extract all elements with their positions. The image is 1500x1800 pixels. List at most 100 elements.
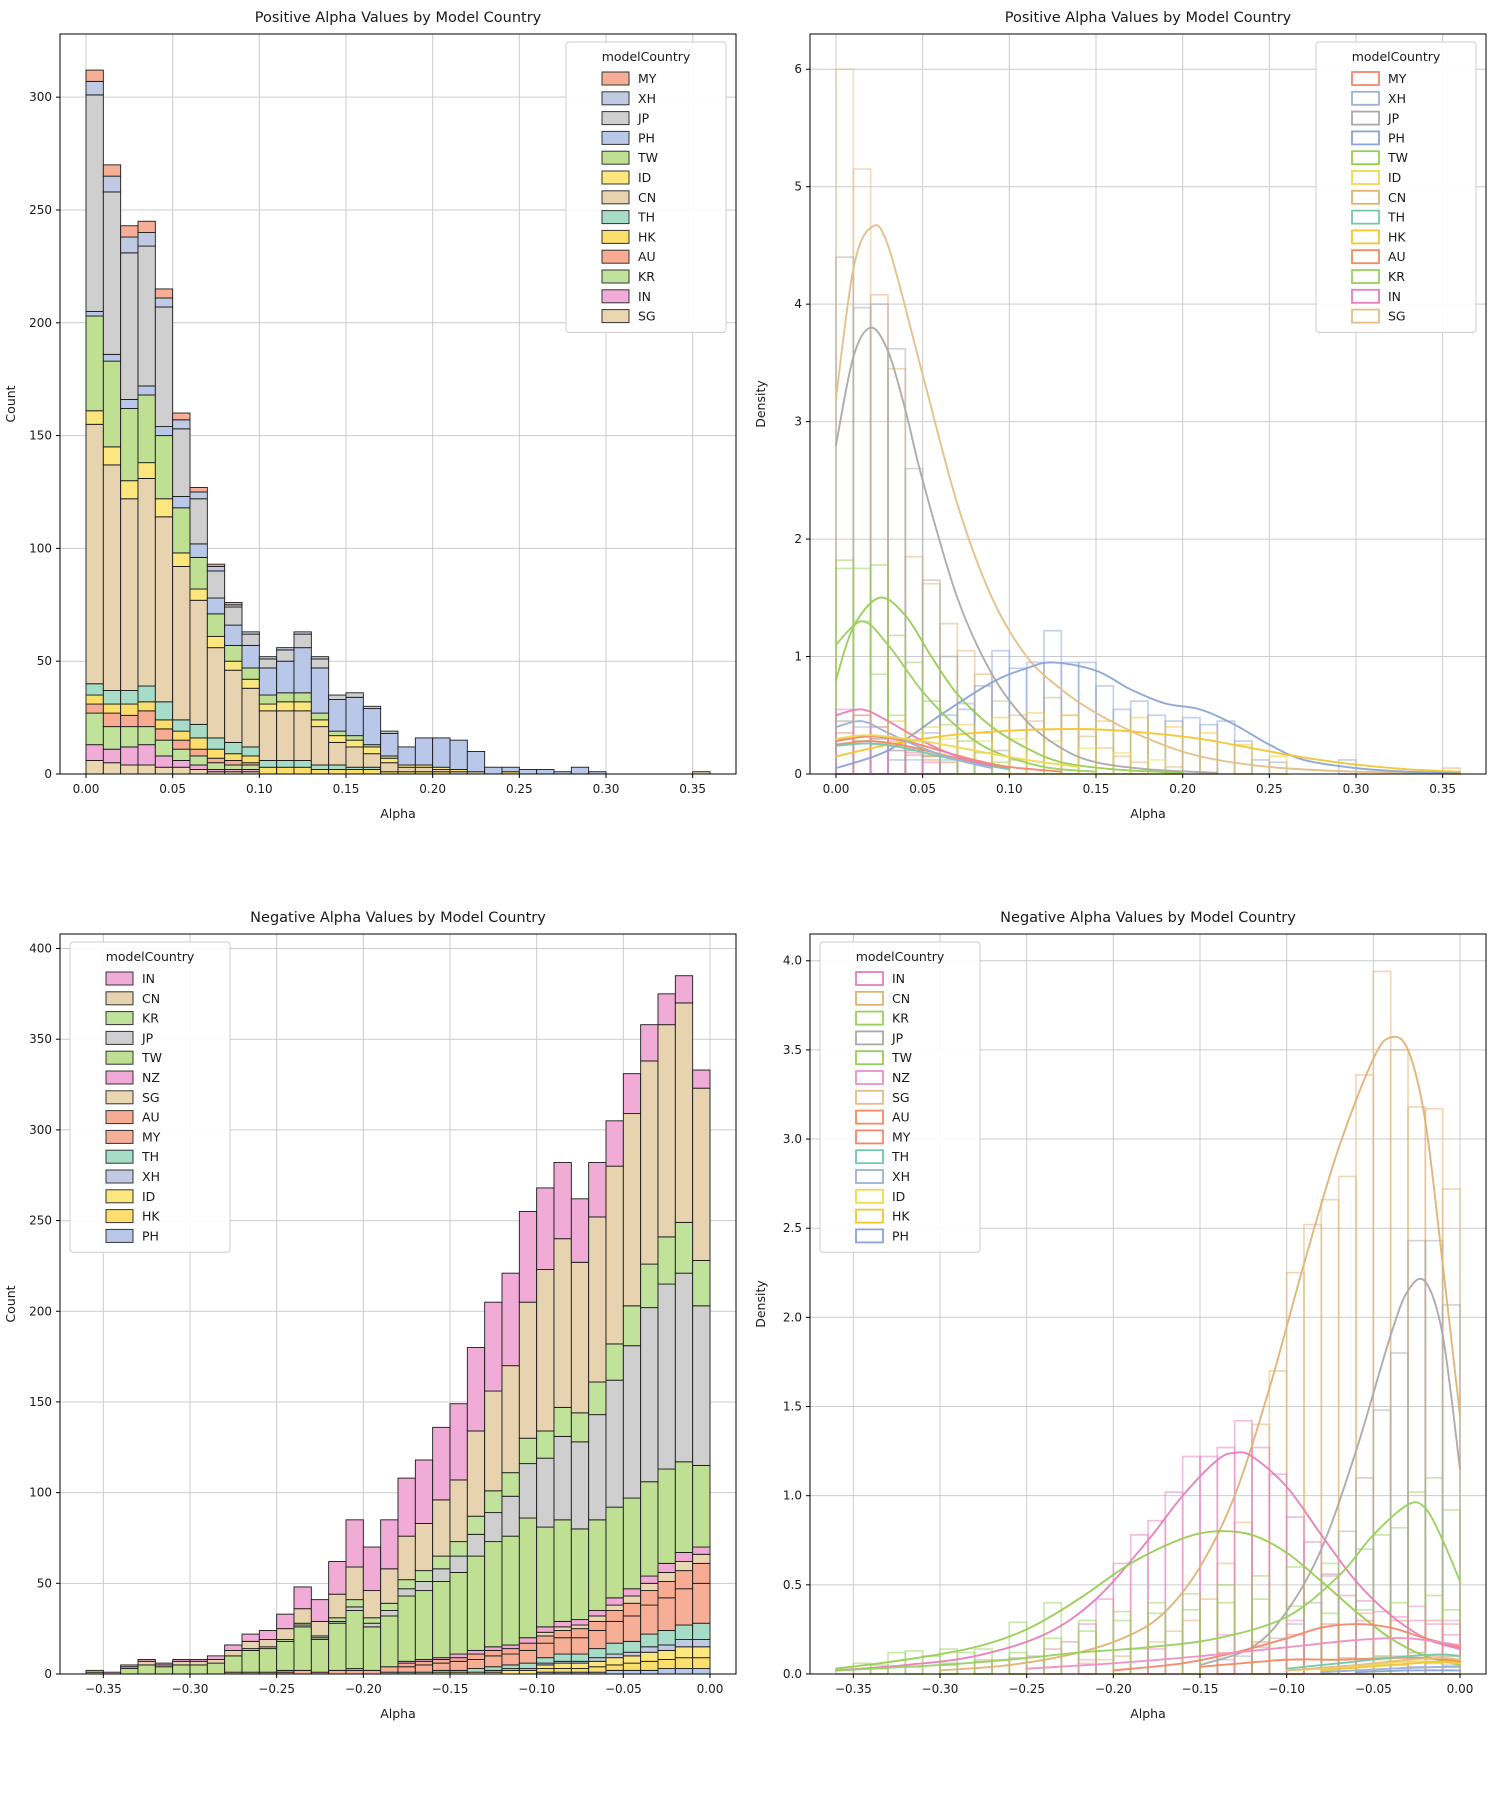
bar-segment-PH — [484, 766, 503, 775]
legend-label-HK: HK — [1388, 229, 1406, 244]
bar-segment-KR — [553, 1406, 572, 1437]
svg-text:−0.20: −0.20 — [1095, 1682, 1132, 1696]
bar-segment-TW — [466, 1555, 486, 1651]
bar-segment-TH — [293, 760, 312, 768]
legend-swatch-XH — [855, 1169, 884, 1184]
bar-segment-AU — [657, 1581, 676, 1599]
bar-segment-PH — [224, 624, 243, 646]
bar-segment-TH — [570, 1653, 590, 1662]
svg-text:−0.30: −0.30 — [922, 1682, 959, 1696]
bar-segment-TW — [692, 1464, 711, 1548]
bar-segment-TH — [120, 690, 139, 705]
bar-segment-HK — [258, 766, 278, 775]
legend-swatch-TW — [855, 1050, 884, 1066]
bar-segment-ID — [310, 719, 330, 728]
bar-segment-CN — [258, 1639, 278, 1648]
svg-text:0.00: 0.00 — [697, 1682, 724, 1696]
bar-segment-MY — [328, 1669, 347, 1675]
svg-text:2: 2 — [794, 532, 802, 546]
svg-text:6: 6 — [794, 62, 802, 76]
bar-segment-KR — [206, 762, 226, 770]
legend-label-JP: JP — [141, 1030, 154, 1045]
kde-curve-ID — [835, 734, 1080, 768]
bar-segment-JP — [120, 252, 139, 400]
bar-segment-CN — [345, 1566, 364, 1601]
bar-segment-KR — [102, 726, 122, 750]
bar-segment-AU — [449, 1657, 468, 1662]
bar-segment-ID — [518, 1669, 538, 1675]
bar-segment-AU — [120, 714, 139, 728]
svg-text:0.25: 0.25 — [506, 782, 533, 796]
bar-segment-TH — [310, 764, 330, 770]
bar-segment-ID — [189, 588, 208, 601]
legend-label-IN: IN — [1388, 289, 1401, 304]
bar-segment-JP — [484, 1512, 503, 1543]
bar-segment-TW — [172, 1664, 191, 1675]
bar-segment-MY — [501, 1653, 520, 1666]
legend-label-TH: TH — [141, 1149, 159, 1164]
bar-segment-JP — [553, 1435, 572, 1521]
bar-segment-TH — [189, 723, 208, 739]
kde-curve-XH — [835, 720, 993, 770]
bar-segment-JP — [172, 428, 191, 497]
plot-area — [85, 69, 711, 775]
bar-segment-IN — [120, 746, 139, 766]
bar-segment-NZ — [501, 1644, 520, 1650]
bar-segment-SG — [588, 1615, 607, 1622]
bar-segment-KR — [674, 1221, 694, 1274]
bar-segment-TW — [397, 1595, 416, 1662]
bar-segment-ID — [258, 703, 278, 712]
bar-segment-XH — [120, 236, 139, 254]
bar-segment-HK — [657, 1659, 676, 1670]
svg-text:150: 150 — [29, 1395, 52, 1409]
bar-segment-CN — [553, 1238, 572, 1408]
bar-segment-KR — [570, 1412, 590, 1443]
bar-segment-PH — [102, 353, 122, 362]
bar-segment-CN — [622, 1113, 642, 1307]
subplot-positive-density: 0.00 0.05 0.10 0.15 0.20 0.25 0.30 0.35 0 1 2 3 4 5 6 A… — [750, 0, 1500, 900]
svg-text:0.00: 0.00 — [1447, 1682, 1474, 1696]
svg-text:0.20: 0.20 — [419, 782, 446, 796]
legend-swatch-IN — [855, 971, 884, 986]
chart-title: Negative Alpha Values by Model Country — [1000, 910, 1296, 926]
bar-segment-SG — [137, 764, 156, 775]
svg-text:−0.25: −0.25 — [1008, 1682, 1045, 1696]
bar-segment-NZ — [622, 1588, 642, 1597]
bar-segment-ID — [657, 1649, 676, 1660]
legend-swatch-TH — [105, 1149, 134, 1164]
bar-segment-TW — [206, 1662, 226, 1675]
bar-segment-MY — [484, 1655, 503, 1668]
bar-segment-ID — [224, 660, 243, 671]
svg-text:0: 0 — [794, 767, 802, 781]
bar-segment-PH — [536, 769, 555, 775]
bar-segment-CN — [432, 1499, 451, 1557]
legend-label-JP: JP — [637, 111, 650, 126]
bar-segment-AU — [501, 1648, 520, 1655]
bar-segment-HK — [224, 753, 243, 761]
legend-label-CN: CN — [142, 991, 160, 1006]
svg-text:3.0: 3.0 — [783, 1132, 802, 1146]
x-axis-label: Alpha — [1130, 806, 1166, 821]
svg-text:0.05: 0.05 — [909, 782, 936, 796]
bar-segment-ID — [640, 1651, 659, 1662]
bar-segment-CN — [310, 726, 330, 766]
bar-segment-JP — [276, 649, 295, 662]
bar-segment-MY — [518, 1649, 538, 1664]
bar-segment-XH — [137, 232, 156, 247]
bar-segment-IN — [154, 755, 174, 768]
svg-text:100: 100 — [29, 1486, 52, 1500]
svg-text:150: 150 — [29, 429, 52, 443]
legend-swatch-NZ — [855, 1070, 884, 1085]
plot-border — [59, 33, 737, 775]
legend-label-PH: PH — [142, 1228, 159, 1243]
legend-title: modelCountry — [856, 949, 945, 964]
bar-segment-XH — [640, 1646, 659, 1653]
bar-segment-CN — [397, 1535, 416, 1581]
bar-segment-JP — [570, 1441, 590, 1530]
legend-label-SG: SG — [142, 1090, 160, 1105]
bar-segment-JP — [362, 705, 382, 710]
bar-segment-IN — [120, 1664, 139, 1668]
bar-segment-TW — [640, 1481, 659, 1577]
legend-label-XH: XH — [1388, 91, 1406, 106]
bar-segment-ID — [674, 1646, 694, 1659]
